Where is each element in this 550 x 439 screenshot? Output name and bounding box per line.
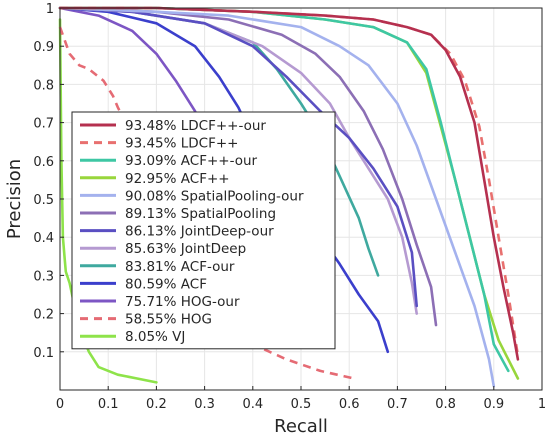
x-tick-label: 0.7 — [387, 397, 408, 412]
x-tick-label: 0.1 — [98, 397, 119, 412]
x-tick-label: 0.6 — [339, 397, 360, 412]
x-tick-label: 0.8 — [435, 397, 456, 412]
legend-entry-label: 85.63% JointDeep — [125, 241, 246, 257]
y-tick-label: 0.5 — [33, 193, 54, 208]
series-line-2 — [60, 6, 520, 356]
y-tick-label: 0.9 — [33, 40, 54, 55]
y-axis-title: Precision — [4, 159, 25, 239]
x-tick-label: 0 — [56, 397, 64, 412]
series-line-1 — [58, 6, 520, 361]
series-line-5 — [58, 6, 496, 388]
legend-entry-label: 86.13% JointDeep-our — [125, 224, 274, 240]
legend: 93.48% LDCF++-our 93.45% LDCF++93.09% ACF… — [71, 111, 336, 350]
series-line-7 — [58, 6, 418, 308]
x-axis-title: Recall — [274, 416, 328, 437]
legend-entry-label: 8.05% VJ — [125, 329, 185, 345]
x-tick-label: 0.3 — [194, 397, 215, 412]
y-tick-label: 0.1 — [33, 346, 54, 361]
legend-entry-label: 75.71% HOG-our — [125, 294, 240, 310]
y-tick-label: 1 — [46, 2, 54, 17]
x-tick-label: 0.5 — [291, 397, 312, 412]
x-tick-label: 1 — [538, 397, 546, 412]
x-tick-label: 0.4 — [242, 397, 263, 412]
legend-entry-label: 93.48% LDCF++-our — [125, 118, 266, 134]
y-tick-label: 0.8 — [33, 78, 54, 93]
y-tick-label: 0.7 — [33, 117, 54, 132]
legend-entry-label: 93.45% LDCF++ — [125, 136, 239, 152]
x-tick-label: 0.9 — [483, 397, 504, 412]
series-line-12 — [58, 26, 355, 380]
y-tick-label: 0.4 — [33, 231, 54, 246]
legend-entry-label: 83.81% ACF-our — [125, 259, 235, 275]
x-tick-label: 0.2 — [146, 397, 167, 412]
legend-entry-label: 89.13% SpatialPooling — [125, 206, 276, 222]
y-tick-label: 0.6 — [33, 155, 54, 170]
y-tick-label: 0.2 — [33, 308, 54, 323]
tick-labels: 0 0.1 0.2 0.3 0.4 0.5 0.6 0.7 0.8 0.9 1 0.1 0.2 0.3 0.… — [33, 2, 546, 412]
legend-entry-label: 80.59% ACF — [125, 276, 207, 292]
legend-entry-label: 58.55% HOG — [125, 312, 212, 328]
series-line-6 — [58, 6, 438, 327]
y-tick-label: 0.3 — [33, 269, 54, 284]
legend-entry-label: 92.95% ACF++ — [125, 171, 230, 187]
legend-entry-label: 93.09% ACF++-our — [125, 153, 258, 169]
legend-entry-label: 90.08% SpatialPooling-our — [125, 188, 304, 204]
